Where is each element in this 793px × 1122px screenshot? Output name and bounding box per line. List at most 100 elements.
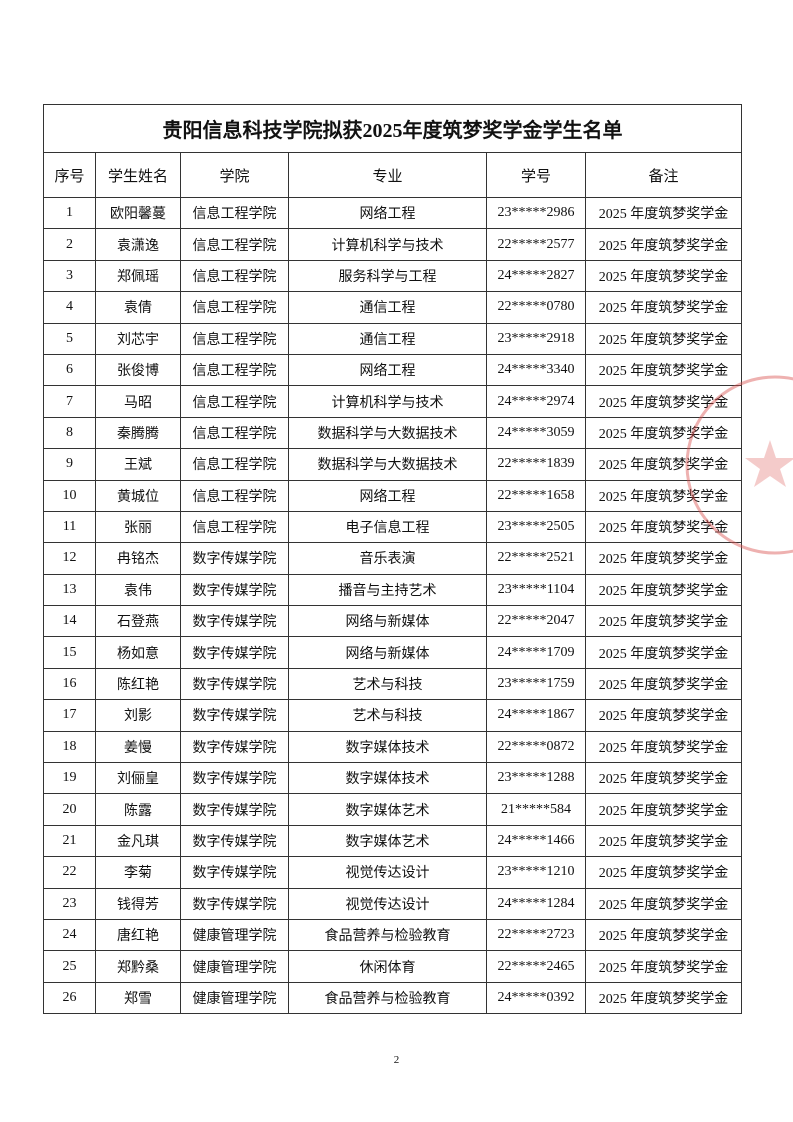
table-row: 16 陈红艳 数字传媒学院 艺术与科技 23*****1759 2025 年度筑梦奖学金 — [43, 667, 743, 701]
table-cell: 数字传媒学院 — [180, 636, 289, 669]
table-row: 5 刘芯宇 信息工程学院 通信工程 23*****2918 2025 年度筑梦奖学金 — [43, 322, 743, 355]
table-cell: 休闲体育 — [288, 950, 487, 983]
table-cell: 陈露 — [95, 793, 181, 826]
table-cell: 袁潇逸 — [95, 228, 181, 261]
table-cell: 22*****2577 — [486, 228, 586, 261]
table-cell: 信息工程学院 — [180, 510, 289, 544]
table-cell: 服务科学与工程 — [288, 259, 487, 293]
table-cell: 钱得芳 — [95, 887, 181, 920]
table-cell: 袁倩 — [95, 291, 181, 324]
table-cell: 20 — [43, 793, 96, 826]
table-cell: 7 — [43, 385, 96, 418]
table-cell: 24*****1284 — [486, 887, 586, 920]
table-cell: 22*****2521 — [486, 542, 586, 575]
table-cell: 24*****2974 — [486, 385, 586, 418]
table-cell: 24*****2827 — [486, 259, 586, 293]
table-cell: 网络与新媒体 — [288, 605, 487, 638]
table-row: 23 钱得芳 数字传媒学院 视觉传达设计 24*****1284 2025 年度筑梦奖学金 — [43, 887, 743, 920]
column-header: 学院 — [180, 152, 289, 198]
table-row: 26 郑雪 健康管理学院 食品营养与检验教育 24*****0392 2025 年度筑梦奖… — [43, 981, 743, 1015]
table-cell: 2025 年度筑梦奖学金 — [584, 291, 743, 324]
table-cell: 信息工程学院 — [180, 228, 289, 261]
table-cell: 视觉传达设计 — [288, 856, 487, 889]
table-cell: 2025 年度筑梦奖学金 — [584, 762, 743, 795]
table-cell: 3 — [43, 259, 96, 293]
table-cell: 23 — [43, 887, 96, 920]
table-cell: 数字传媒学院 — [180, 824, 289, 858]
table-cell: 信息工程学院 — [180, 322, 289, 355]
table-cell: 信息工程学院 — [180, 448, 289, 481]
table-cell: 石登燕 — [95, 605, 181, 638]
table-cell: 数字媒体技术 — [288, 762, 487, 795]
table-cell: 11 — [43, 510, 96, 544]
table-cell: 14 — [43, 605, 96, 638]
table-cell: 网络与新媒体 — [288, 636, 487, 669]
table-cell: 数字传媒学院 — [180, 762, 289, 795]
table-cell: 郑黔桑 — [95, 950, 181, 983]
scholarship-table: 贵阳信息科技学院拟获2025年度筑梦奖学金学生名单 序号 学生姓名 学院 专业 学号 备注… — [42, 104, 743, 1015]
column-header: 备注 — [584, 152, 743, 198]
table-cell: 通信工程 — [288, 291, 487, 324]
table-cell: 刘影 — [95, 699, 181, 732]
table-row: 11 张丽 信息工程学院 电子信息工程 23*****2505 2025 年度筑梦奖学金 — [43, 510, 743, 544]
table-cell: 数字传媒学院 — [180, 887, 289, 920]
table-cell: 21 — [43, 824, 96, 858]
table-cell: 2025 年度筑梦奖学金 — [584, 856, 743, 889]
column-header: 序号 — [43, 152, 96, 198]
table-cell: 黄城位 — [95, 479, 181, 512]
table-cell: 23*****1104 — [486, 573, 586, 607]
table-cell: 19 — [43, 762, 96, 795]
header-row: 序号 学生姓名 学院 专业 学号 备注 — [43, 152, 743, 198]
table-cell: 6 — [43, 353, 96, 387]
table-cell: 2025 年度筑梦奖学金 — [584, 322, 743, 355]
table-cell: 24*****0392 — [486, 981, 586, 1015]
table-cell: 信息工程学院 — [180, 259, 289, 293]
table-cell: 数字传媒学院 — [180, 856, 289, 889]
table-cell: 12 — [43, 542, 96, 575]
table-cell: 张丽 — [95, 510, 181, 544]
table-cell: 5 — [43, 322, 96, 355]
table-cell: 数字媒体艺术 — [288, 793, 487, 826]
table-cell: 健康管理学院 — [180, 981, 289, 1015]
table-cell: 数字传媒学院 — [180, 667, 289, 701]
table-cell: 26 — [43, 981, 96, 1015]
table-cell: 食品营养与检验教育 — [288, 918, 487, 952]
table-row: 19 刘俪皇 数字传媒学院 数字媒体技术 23*****1288 2025 年度筑梦奖学金 — [43, 762, 743, 795]
table-cell: 24*****1867 — [486, 699, 586, 732]
table-cell: 21*****584 — [486, 793, 586, 826]
table-cell: 24*****3340 — [486, 353, 586, 387]
table-cell: 22*****2047 — [486, 605, 586, 638]
table-cell: 16 — [43, 667, 96, 701]
table-row: 21 金凡琪 数字传媒学院 数字媒体艺术 24*****1466 2025 年度筑梦奖学金 — [43, 824, 743, 858]
table-cell: 健康管理学院 — [180, 918, 289, 952]
table-cell: 信息工程学院 — [180, 196, 289, 230]
table-cell: 2025 年度筑梦奖学金 — [584, 918, 743, 952]
table-cell: 姜慢 — [95, 730, 181, 764]
table-row: 2 袁潇逸 信息工程学院 计算机科学与技术 22*****2577 2025 年度筑梦奖学… — [43, 228, 743, 261]
table-cell: 数据科学与大数据技术 — [288, 448, 487, 481]
table-row: 14 石登燕 数字传媒学院 网络与新媒体 22*****2047 2025 年度筑梦奖学金 — [43, 605, 743, 638]
table-cell: 15 — [43, 636, 96, 669]
table-cell: 2025 年度筑梦奖学金 — [584, 887, 743, 920]
table-cell: 数据科学与大数据技术 — [288, 416, 487, 450]
table-cell: 计算机科学与技术 — [288, 228, 487, 261]
table-cell: 数字传媒学院 — [180, 730, 289, 764]
table-cell: 9 — [43, 448, 96, 481]
table-cell: 2025 年度筑梦奖学金 — [584, 259, 743, 293]
table-row: 8 秦腾腾 信息工程学院 数据科学与大数据技术 24*****3059 2025 年度筑梦… — [43, 416, 743, 450]
table-row: 25 郑黔桑 健康管理学院 休闲体育 22*****2465 2025 年度筑梦奖学金 — [43, 950, 743, 983]
table-cell: 数字媒体艺术 — [288, 824, 487, 858]
table-cell: 信息工程学院 — [180, 385, 289, 418]
table-cell: 23*****2986 — [486, 196, 586, 230]
table-cell: 22*****0872 — [486, 730, 586, 764]
table-row: 7 马昭 信息工程学院 计算机科学与技术 24*****2974 2025 年度筑梦奖学金 — [43, 385, 743, 418]
table-cell: 数字传媒学院 — [180, 573, 289, 607]
table-row: 17 刘影 数字传媒学院 艺术与科技 24*****1867 2025 年度筑梦奖学金 — [43, 699, 743, 732]
table-cell: 18 — [43, 730, 96, 764]
table-cell: 音乐表演 — [288, 542, 487, 575]
table-cell: 2025 年度筑梦奖学金 — [584, 573, 743, 607]
table-cell: 信息工程学院 — [180, 479, 289, 512]
table-cell: 数字传媒学院 — [180, 542, 289, 575]
table-cell: 电子信息工程 — [288, 510, 487, 544]
